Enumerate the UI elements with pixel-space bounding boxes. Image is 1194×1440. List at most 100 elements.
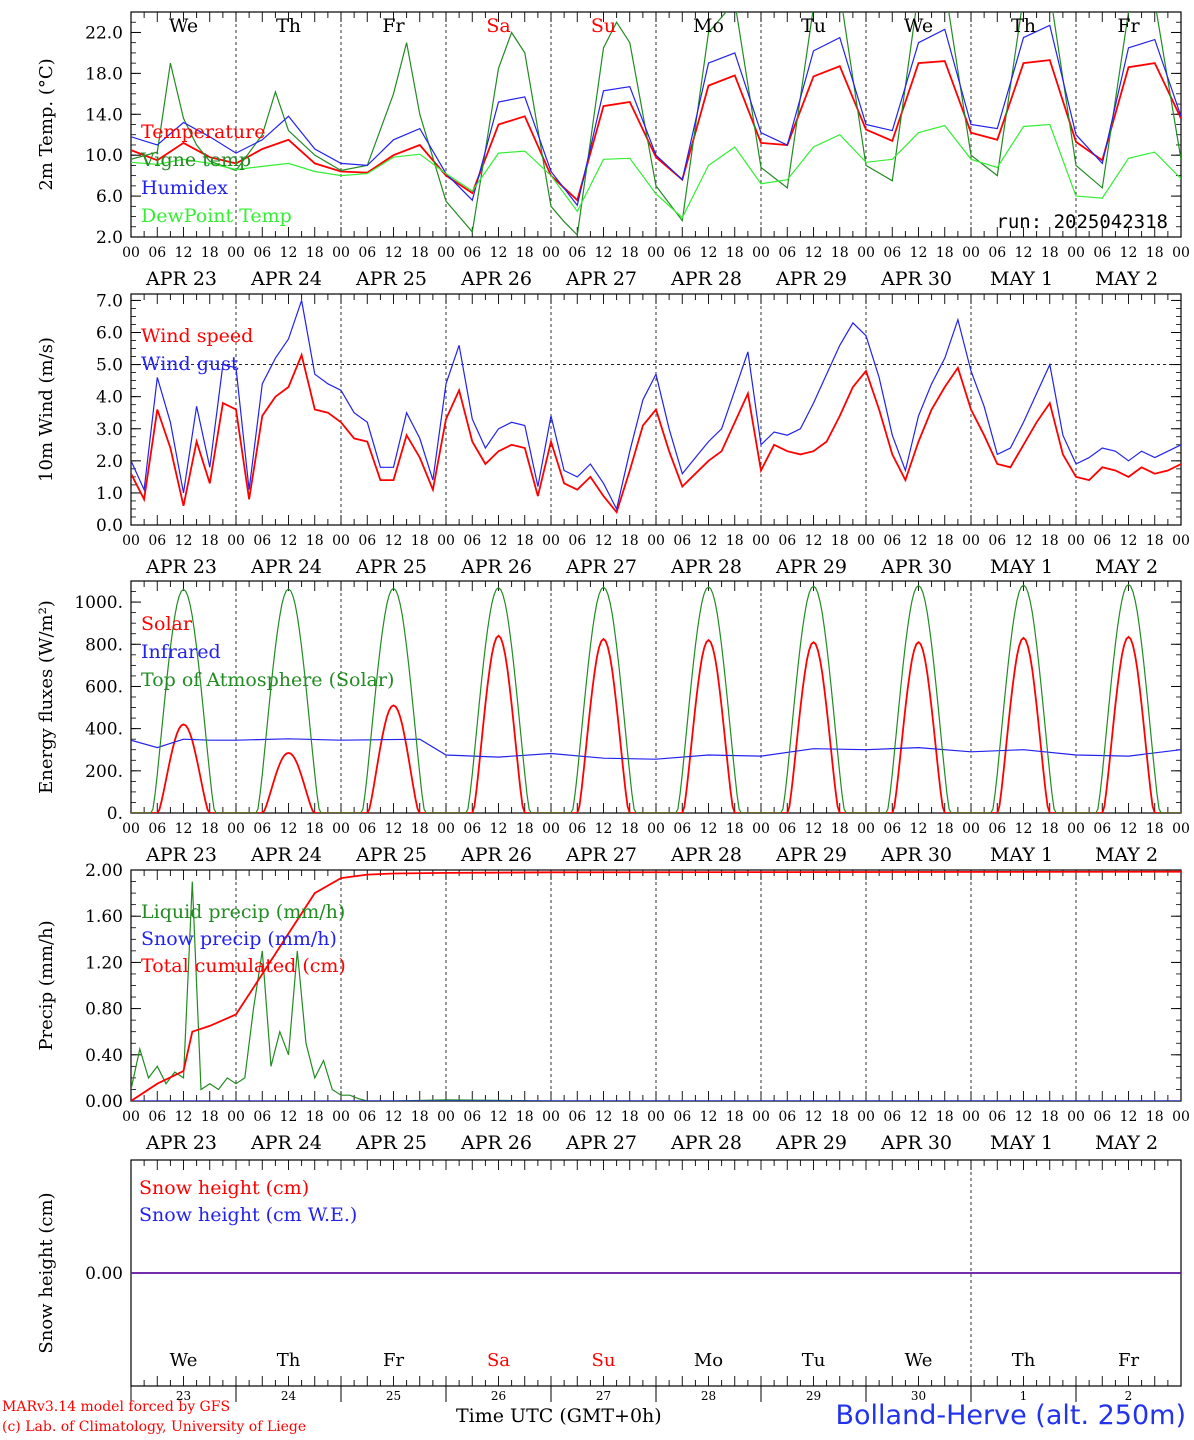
legend-entry: Solar — [141, 613, 193, 635]
hour-tick-label: 00 — [542, 1109, 560, 1125]
series-total-cumulated-cm- — [131, 870, 1181, 1101]
series-top-of-atmosphere-solar- — [131, 583, 1181, 813]
hour-tick-label: 12 — [175, 533, 193, 549]
hour-tick-label: 06 — [253, 533, 271, 549]
y-tick-label: 4.0 — [96, 388, 123, 408]
hour-tick-label: 12 — [595, 1109, 613, 1125]
hour-tick-label: 06 — [463, 1109, 481, 1125]
hour-tick-label: 06 — [568, 245, 586, 261]
hour-tick-label: 06 — [253, 821, 271, 837]
weekday-label: We — [170, 1350, 198, 1371]
series-humidex — [131, 24, 1181, 207]
y-tick-label: 22.0 — [85, 23, 123, 43]
hour-tick-label: 12 — [280, 1109, 298, 1125]
y-axis-title: 10m Wind (m/s) — [36, 337, 57, 482]
hour-tick-label: 18 — [1041, 533, 1059, 549]
hour-tick-label: 12 — [1015, 1109, 1033, 1125]
y-tick-label: 800. — [85, 635, 123, 655]
hour-tick-label: 00 — [857, 245, 875, 261]
hour-tick-label: 00 — [437, 533, 455, 549]
date-label: APR 25 — [355, 556, 427, 578]
weekday-label: Tu — [801, 15, 826, 37]
hour-tick-label: 18 — [411, 1109, 429, 1125]
date-label: APR 27 — [565, 268, 637, 290]
weekday-label: Th — [1011, 15, 1036, 37]
hour-tick-label: 12 — [700, 821, 718, 837]
hour-tick-label: 00 — [962, 821, 980, 837]
hour-tick-label: 12 — [280, 821, 298, 837]
hour-tick-label: 12 — [805, 821, 823, 837]
hour-tick-label: 06 — [358, 245, 376, 261]
hour-tick-label: 12 — [385, 1109, 403, 1125]
legend-entry: Top of Atmosphere (Solar) — [141, 669, 394, 691]
legend-entry: Infrared — [141, 641, 221, 663]
hour-tick-label: 06 — [358, 1109, 376, 1125]
hour-tick-label: 06 — [253, 1109, 271, 1125]
hour-tick-label: 06 — [778, 533, 796, 549]
hour-tick-label: 00 — [962, 1109, 980, 1125]
hour-tick-label: 18 — [516, 1109, 534, 1125]
hour-tick-label: 06 — [988, 1109, 1006, 1125]
date-label: APR 28 — [670, 844, 742, 866]
time-axis-caption: Time UTC (GMT+0h) — [456, 1405, 662, 1427]
legend-entry: Wind speed — [141, 325, 253, 347]
date-label: APR 26 — [460, 268, 532, 290]
hour-tick-label: 00 — [332, 821, 350, 837]
hour-tick-label: 18 — [516, 245, 534, 261]
hour-tick-label: 06 — [778, 245, 796, 261]
date-label: APR 23 — [145, 556, 217, 578]
legend-entry: Total cumulated (cm) — [141, 955, 346, 977]
hour-tick-label: 12 — [595, 821, 613, 837]
weekday-label: Mo — [694, 1350, 723, 1371]
day-number: 1 — [1020, 1389, 1028, 1403]
weekday-label: Th — [277, 1350, 301, 1371]
hour-tick-label: 06 — [148, 1109, 166, 1125]
hour-tick-label: 06 — [883, 821, 901, 837]
hour-tick-label: 00 — [122, 245, 140, 261]
date-label: MAY 1 — [990, 844, 1053, 866]
hour-tick-label: 18 — [726, 533, 744, 549]
series-wind-gust — [131, 300, 1181, 511]
hour-tick-label: 18 — [306, 1109, 324, 1125]
hour-tick-label: 18 — [1146, 245, 1164, 261]
date-label: APR 23 — [145, 268, 217, 290]
hour-tick-label: 00 — [542, 245, 560, 261]
y-tick-label: 0.00 — [85, 1264, 123, 1284]
hour-tick-label: 18 — [411, 533, 429, 549]
date-label: APR 30 — [880, 268, 952, 290]
hour-tick-label: 06 — [778, 821, 796, 837]
series-solar — [131, 634, 1181, 813]
weekday-label: Su — [591, 15, 616, 37]
hour-tick-label: 12 — [1015, 533, 1033, 549]
hour-tick-label: 06 — [358, 533, 376, 549]
date-label: MAY 1 — [990, 1132, 1053, 1154]
date-label: APR 27 — [565, 556, 637, 578]
hour-tick-label: 18 — [1146, 821, 1164, 837]
hour-tick-label: 18 — [621, 821, 639, 837]
lab-credit: (c) Lab. of Climatology, University of L… — [2, 1419, 307, 1435]
series-liquid-precip-mm-h- — [131, 881, 1181, 1101]
date-label: APR 26 — [460, 556, 532, 578]
hour-tick-label: 18 — [831, 533, 849, 549]
hour-tick-label: 12 — [1015, 245, 1033, 261]
hour-tick-label: 00 — [647, 245, 665, 261]
panel-1: 2.0 6.0 10.0 14.0 18.0 22.0 2m Temp. (°C) Tempe… — [36, 11, 1190, 290]
weekday-label: Fr — [382, 15, 405, 37]
date-label: MAY 1 — [990, 556, 1053, 578]
hour-tick-label: 06 — [358, 821, 376, 837]
hour-tick-label: 00 — [332, 1109, 350, 1125]
hour-tick-label: 00 — [1067, 821, 1085, 837]
date-label: APR 29 — [775, 556, 847, 578]
hour-tick-label: 18 — [411, 821, 429, 837]
day-number: 30 — [911, 1389, 926, 1403]
hour-tick-label: 00 — [437, 1109, 455, 1125]
hour-tick-label: 12 — [805, 245, 823, 261]
y-tick-label: 18.0 — [85, 64, 123, 84]
y-tick-label: 2.00 — [85, 861, 123, 881]
legend-entry: Snow precip (mm/h) — [141, 928, 337, 950]
hour-tick-label: 12 — [910, 1109, 928, 1125]
y-axis-title: Snow height (cm) — [36, 1192, 57, 1353]
weekday-label: Sa — [487, 1350, 510, 1371]
date-label: APR 25 — [355, 844, 427, 866]
series-vigne-temp — [131, 12, 1181, 237]
